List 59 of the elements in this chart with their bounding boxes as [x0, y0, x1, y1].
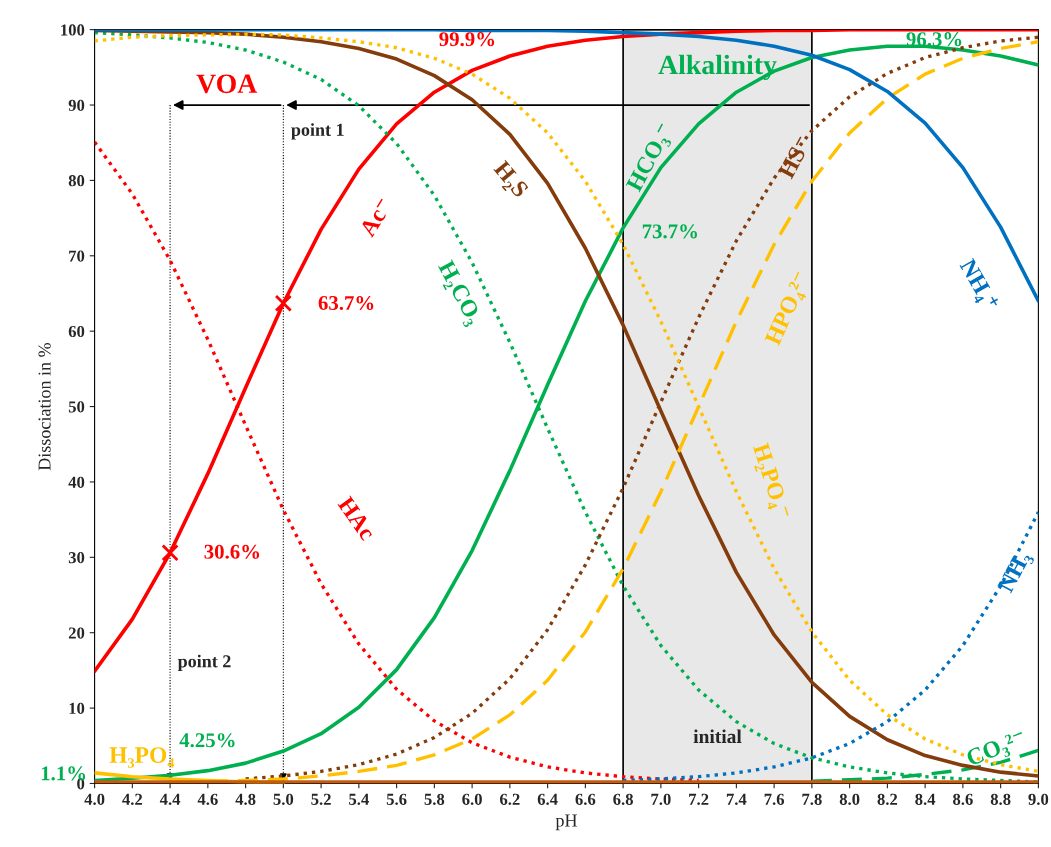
y-tick-label: 100	[61, 24, 85, 36]
point	[274, 294, 293, 312]
x-tick-label: 5.4	[349, 793, 369, 805]
x-tick-label: 4.2	[122, 793, 143, 805]
x-tick-label: 7.4	[726, 793, 747, 805]
annotation: 73.7%	[642, 224, 697, 239]
annotation: 4.25%	[179, 733, 235, 748]
x-tick-label: 6.0	[462, 793, 482, 805]
y-tick-label: 90	[68, 99, 85, 111]
x-tick-label: 4.8	[235, 793, 256, 805]
ref-line-label: point 2	[177, 654, 231, 672]
x-tick-label: 6.6	[575, 793, 596, 805]
y-axis-title: Dissociation in %	[38, 342, 51, 471]
point	[161, 544, 179, 562]
x-tick-label: 6.8	[613, 793, 633, 805]
annotation: 96.3%	[906, 32, 962, 47]
x-tick-label: 4.4	[159, 793, 181, 805]
x-tick-label: 4.6	[197, 793, 218, 805]
x-tick-label: 5.2	[311, 793, 331, 805]
annotation: 63.7%	[318, 295, 374, 311]
annotation: 99.9%	[439, 32, 495, 47]
y-tick-label: 80	[68, 175, 85, 187]
x-tick-label: 7.8	[802, 793, 822, 805]
x-tick-label: 5.6	[386, 793, 407, 805]
band-label: initial	[693, 729, 742, 744]
x-tick-label: 8.6	[953, 793, 973, 805]
annotation: VOA	[196, 74, 258, 94]
annotation: Alkalinity	[658, 54, 777, 80]
x-tick-label: 8.2	[877, 793, 898, 805]
y-tick-label: 30	[68, 552, 85, 564]
text: NH₃	[997, 549, 1035, 596]
x-tick-label: 7.0	[651, 793, 671, 805]
y-tick-label: 10	[69, 702, 85, 715]
x-tick-label: 8.8	[990, 793, 1011, 805]
x-tick-label: 7.2	[689, 793, 709, 805]
x-tick-label: 8.0	[839, 793, 860, 805]
text: H₂PO₄⁻	[748, 442, 792, 521]
annotation: 30.6%	[204, 544, 260, 559]
y-tick-label: 40	[68, 476, 85, 488]
x-tick-label: 6.4	[537, 793, 558, 805]
text: H₂CO₃	[433, 259, 484, 328]
x-tick-label: 4.0	[84, 793, 105, 805]
x-axis-title: pH	[555, 814, 577, 831]
text: H₂S	[489, 159, 530, 202]
y-tick-label: 50	[68, 401, 85, 413]
y-tick-label: 20	[68, 627, 85, 639]
text: Ac⁻	[358, 197, 393, 238]
y-tick-label: 70	[69, 250, 85, 262]
x-tick-label: 7.6	[764, 793, 785, 805]
text: CO₃²⁻	[965, 729, 1029, 771]
x-tick-label: 6.2	[500, 793, 520, 805]
x-tick-label: 5.0	[273, 793, 294, 805]
text: HS⁻	[777, 135, 812, 180]
x-tick-label: 5.8	[424, 793, 445, 805]
series-label: H₃PO₄	[109, 747, 175, 768]
x-tick-label: 8.4	[915, 793, 936, 805]
x-tick-label: 9.0	[1028, 793, 1049, 805]
y-tick-label: 60	[68, 325, 85, 338]
ref-line-label: point 1	[291, 123, 344, 140]
